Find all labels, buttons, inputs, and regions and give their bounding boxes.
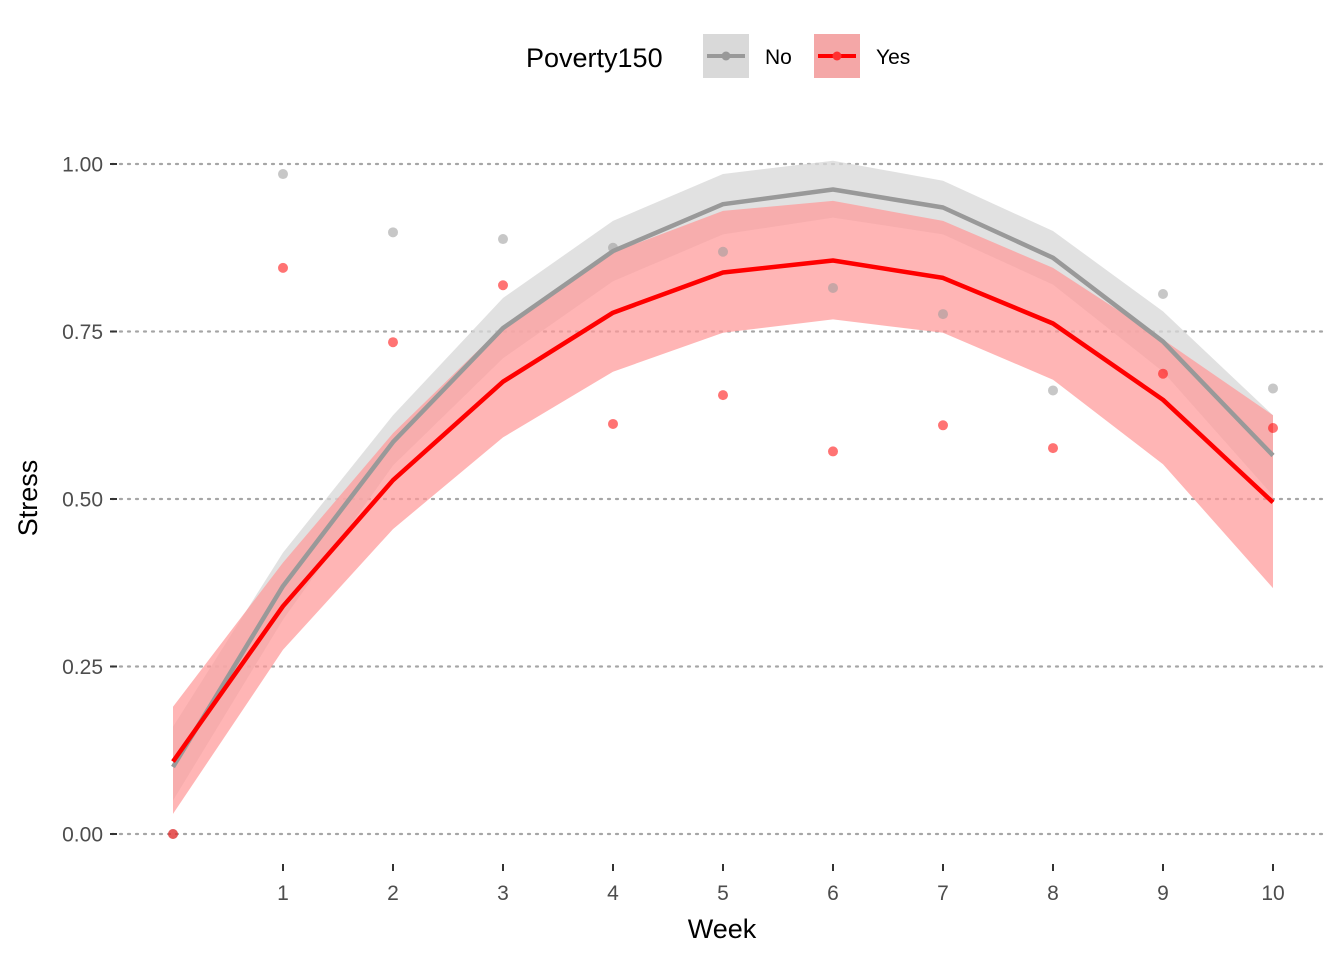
x-tick-label: 8 xyxy=(1047,882,1059,905)
legend: Poverty150 No Yes xyxy=(526,34,910,78)
data-point-no xyxy=(1268,383,1278,394)
y-tick-label: 0.75 xyxy=(62,321,103,344)
x-tick-label: 5 xyxy=(717,882,729,905)
x-axis-ticks: 1 2 3 4 5 6 7 8 9 10 xyxy=(277,864,1285,905)
data-point-yes xyxy=(388,337,398,348)
x-tick-label: 9 xyxy=(1157,882,1169,905)
data-point-no xyxy=(718,246,728,257)
y-tick-label: 1.00 xyxy=(62,154,103,177)
data-point-no xyxy=(498,234,508,245)
data-point-no xyxy=(1158,288,1168,299)
y-axis-ticks: 0.00 0.25 0.50 0.75 1.00 xyxy=(62,154,117,847)
data-point-yes xyxy=(828,446,838,457)
y-tick-label: 0.25 xyxy=(62,656,103,679)
legend-entry-yes: Yes xyxy=(814,34,910,78)
data-point-no xyxy=(608,242,618,253)
legend-key-no-point xyxy=(721,51,731,61)
legend-label-no: No xyxy=(765,46,792,69)
data-point-yes xyxy=(608,418,618,429)
data-point-yes xyxy=(938,420,948,431)
legend-label-yes: Yes xyxy=(876,46,910,69)
fit-line-yes xyxy=(171,258,1275,763)
legend-entry-no: No xyxy=(703,34,792,78)
data-point-no xyxy=(1048,385,1058,396)
confidence-bands xyxy=(173,160,1273,814)
x-tick-label: 1 xyxy=(277,882,289,905)
data-point-no xyxy=(938,309,948,320)
data-point-no xyxy=(388,227,398,238)
data-point-no xyxy=(828,282,838,293)
x-tick-label: 4 xyxy=(607,882,619,905)
fit-lines xyxy=(171,187,1275,769)
data-point-yes xyxy=(278,262,288,273)
data-point-yes xyxy=(1048,443,1058,454)
legend-key-yes-point xyxy=(832,51,842,61)
y-axis-title: Stress xyxy=(13,460,43,537)
x-tick-label: 7 xyxy=(937,882,949,905)
observed-points xyxy=(168,169,1278,839)
data-point-yes xyxy=(168,829,178,839)
x-tick-label: 6 xyxy=(827,882,839,905)
data-point-yes xyxy=(498,280,508,291)
x-tick-label: 10 xyxy=(1261,882,1284,905)
legend-title: Poverty150 xyxy=(526,43,663,73)
data-point-yes xyxy=(1268,422,1278,433)
data-point-yes xyxy=(1158,368,1168,379)
x-tick-label: 3 xyxy=(497,882,509,905)
data-point-yes xyxy=(718,390,728,401)
fit-line-no xyxy=(171,187,1275,769)
x-axis-title: Week xyxy=(688,914,757,944)
data-point-no xyxy=(278,169,288,180)
y-tick-label: 0.00 xyxy=(62,824,103,847)
y-tick-label: 0.50 xyxy=(62,489,103,512)
confidence-band-yes xyxy=(173,200,1273,814)
x-tick-label: 2 xyxy=(387,882,399,905)
